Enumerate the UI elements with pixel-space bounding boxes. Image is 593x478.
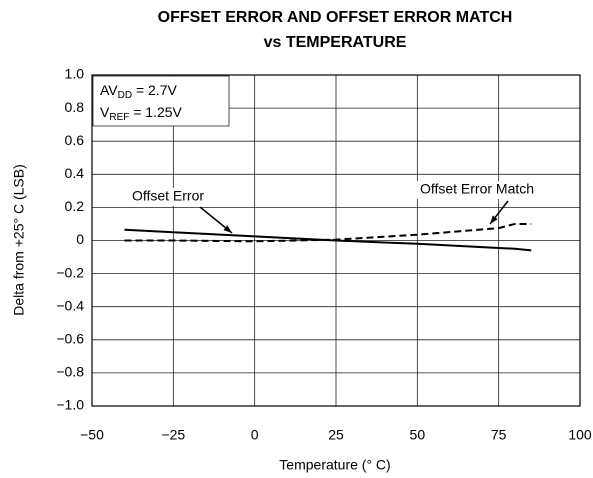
y-tick-label: −0.4: [56, 297, 84, 313]
series-label: Offset Error: [132, 188, 204, 204]
series-line: [124, 222, 532, 243]
y-tick-label: −1.0: [56, 397, 84, 413]
y-tick-label: 0.4: [65, 165, 85, 181]
y-tick-label: −0.6: [56, 331, 84, 347]
arrow-head: [490, 215, 498, 224]
label-bg: [401, 181, 553, 199]
label-bg: [120, 188, 216, 206]
y-tick-label: 0.6: [65, 132, 85, 148]
y-tick-label: 1.0: [65, 66, 85, 82]
y-tick-label: 0.2: [65, 198, 85, 214]
x-tick-label: 75: [491, 427, 507, 443]
annotation-part: AV: [100, 82, 118, 98]
annotation-box: [92, 75, 230, 127]
series-label: Offset Error Match: [420, 181, 534, 197]
y-tick-label: −0.8: [56, 364, 84, 380]
x-axis-label: Temperature (° C): [279, 457, 390, 473]
y-tick-label: 0.8: [65, 99, 85, 115]
arrow-head: [223, 225, 232, 233]
annotation-part: = 1.25V: [129, 104, 182, 120]
y-axis-label: Delta from +25° C (LSB): [11, 164, 27, 315]
annotation-part: = 2.7V: [132, 82, 177, 98]
series-line: [124, 228, 532, 252]
annotation: AVDD = 2.7V: [100, 82, 178, 101]
x-tick-label: −50: [80, 427, 104, 443]
x-tick-label: 50: [410, 427, 426, 443]
x-tick-label: 100: [568, 427, 592, 443]
annotation-part: REF: [109, 112, 129, 123]
y-tick-label: 0: [76, 231, 84, 247]
chart-title: vs TEMPERATURE: [264, 34, 407, 51]
chart-title: OFFSET ERROR AND OFFSET ERROR MATCH: [158, 9, 513, 26]
x-tick-label: −25: [161, 427, 185, 443]
x-tick-label: 0: [251, 427, 259, 443]
annotation: VREF = 1.25V: [100, 104, 183, 123]
y-tick-label: −0.2: [56, 264, 84, 280]
annotation-part: DD: [118, 90, 132, 101]
annotation-part: V: [100, 104, 110, 120]
x-tick-label: 25: [328, 427, 344, 443]
plot-border: [91, 74, 581, 407]
